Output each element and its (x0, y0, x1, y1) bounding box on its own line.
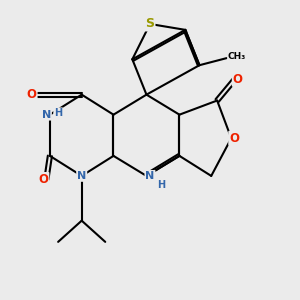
Text: N: N (77, 171, 86, 181)
Text: H: H (54, 108, 62, 118)
Text: N: N (42, 110, 51, 120)
Text: S: S (146, 17, 154, 31)
Text: O: O (27, 88, 37, 101)
Text: N: N (146, 171, 154, 181)
Text: CH₃: CH₃ (228, 52, 246, 61)
Text: O: O (229, 132, 239, 145)
Text: H: H (157, 180, 165, 190)
Text: O: O (38, 173, 48, 186)
Text: O: O (233, 73, 243, 86)
